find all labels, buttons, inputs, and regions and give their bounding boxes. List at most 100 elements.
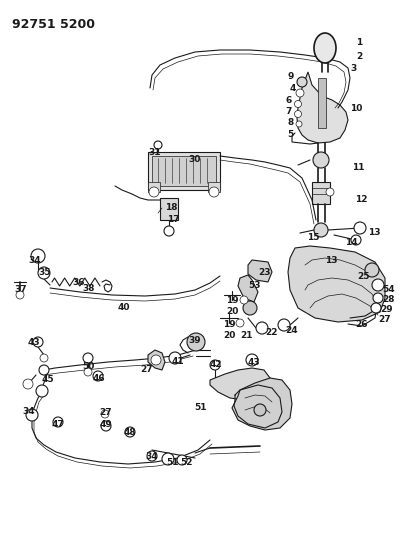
Circle shape [296,89,304,97]
Text: 34: 34 [22,407,35,416]
Text: 36: 36 [72,278,84,287]
Circle shape [313,152,329,168]
Circle shape [16,291,24,299]
Circle shape [169,352,181,364]
Text: 11: 11 [352,163,364,172]
Text: 24: 24 [285,326,298,335]
Text: 40: 40 [118,303,130,312]
Text: 25: 25 [357,272,370,281]
Text: 27: 27 [378,315,391,324]
Text: 47: 47 [52,420,65,429]
Text: 39: 39 [188,336,201,345]
Polygon shape [210,368,270,400]
Text: 2: 2 [356,52,362,61]
Text: 54: 54 [382,285,395,294]
Bar [160,198,178,220]
Ellipse shape [314,33,336,63]
Text: 43: 43 [28,338,41,347]
Text: 53: 53 [248,281,260,290]
Text: 92751 5200: 92751 5200 [12,18,95,31]
Text: 34: 34 [28,256,41,265]
Text: 20: 20 [226,307,238,316]
Text: 48: 48 [124,428,137,437]
Text: 4: 4 [290,84,296,93]
Bar [148,182,160,192]
Circle shape [31,249,45,263]
Text: 45: 45 [42,375,55,384]
Text: 23: 23 [258,268,270,277]
Polygon shape [238,275,258,302]
Circle shape [39,365,49,375]
Text: 51: 51 [166,458,178,467]
Text: 9: 9 [288,72,294,81]
Text: 26: 26 [355,320,368,329]
Bar [152,156,216,186]
Text: 31: 31 [148,148,160,157]
Text: 38: 38 [82,284,94,293]
Text: 50: 50 [82,362,94,371]
Circle shape [256,322,268,334]
Text: 10: 10 [350,104,362,113]
Text: 8: 8 [287,118,293,127]
Polygon shape [148,350,165,370]
Text: 52: 52 [180,458,192,467]
Circle shape [243,301,257,315]
Text: 17: 17 [167,215,180,224]
Text: 30: 30 [188,155,200,164]
Text: 37: 37 [14,285,27,294]
Circle shape [162,453,174,465]
Circle shape [294,110,302,117]
Circle shape [371,303,381,313]
Circle shape [294,101,302,108]
Text: 1: 1 [356,38,362,47]
Text: 18: 18 [165,203,178,212]
Circle shape [254,404,266,416]
Circle shape [373,293,383,303]
Circle shape [326,188,334,196]
Circle shape [187,333,205,351]
Circle shape [93,371,103,381]
Text: 15: 15 [307,233,320,242]
Text: 27: 27 [140,365,153,374]
Text: 28: 28 [382,295,394,304]
Bar [312,182,330,204]
Circle shape [33,337,43,347]
Text: 12: 12 [355,195,368,204]
Polygon shape [232,378,292,430]
Text: 13: 13 [368,228,380,237]
Circle shape [354,222,366,234]
Text: 6: 6 [285,96,291,105]
Text: 34: 34 [145,452,158,461]
Circle shape [278,319,290,331]
Text: 51: 51 [194,403,206,412]
Text: 3: 3 [350,64,356,73]
Circle shape [26,409,38,421]
Circle shape [40,354,48,362]
Text: 43: 43 [248,358,261,367]
Circle shape [38,267,50,279]
Bar [148,152,220,190]
Circle shape [101,421,111,431]
Circle shape [164,226,174,236]
Circle shape [151,355,161,365]
Circle shape [240,296,248,304]
Circle shape [149,187,159,197]
Text: 19: 19 [226,296,239,305]
Circle shape [53,417,63,427]
Circle shape [147,451,157,461]
Circle shape [365,263,379,277]
Text: 46: 46 [93,374,106,383]
Text: 19: 19 [223,320,236,329]
Text: 41: 41 [172,357,185,366]
Text: 13: 13 [325,256,338,265]
Text: 21: 21 [240,331,252,340]
Polygon shape [248,260,272,282]
Text: 5: 5 [287,130,293,139]
Circle shape [351,235,361,245]
Text: 7: 7 [285,107,291,116]
Text: 27: 27 [99,408,112,417]
Text: 22: 22 [265,328,278,337]
Bar [318,78,326,128]
Circle shape [154,141,162,149]
Text: 35: 35 [38,268,50,277]
